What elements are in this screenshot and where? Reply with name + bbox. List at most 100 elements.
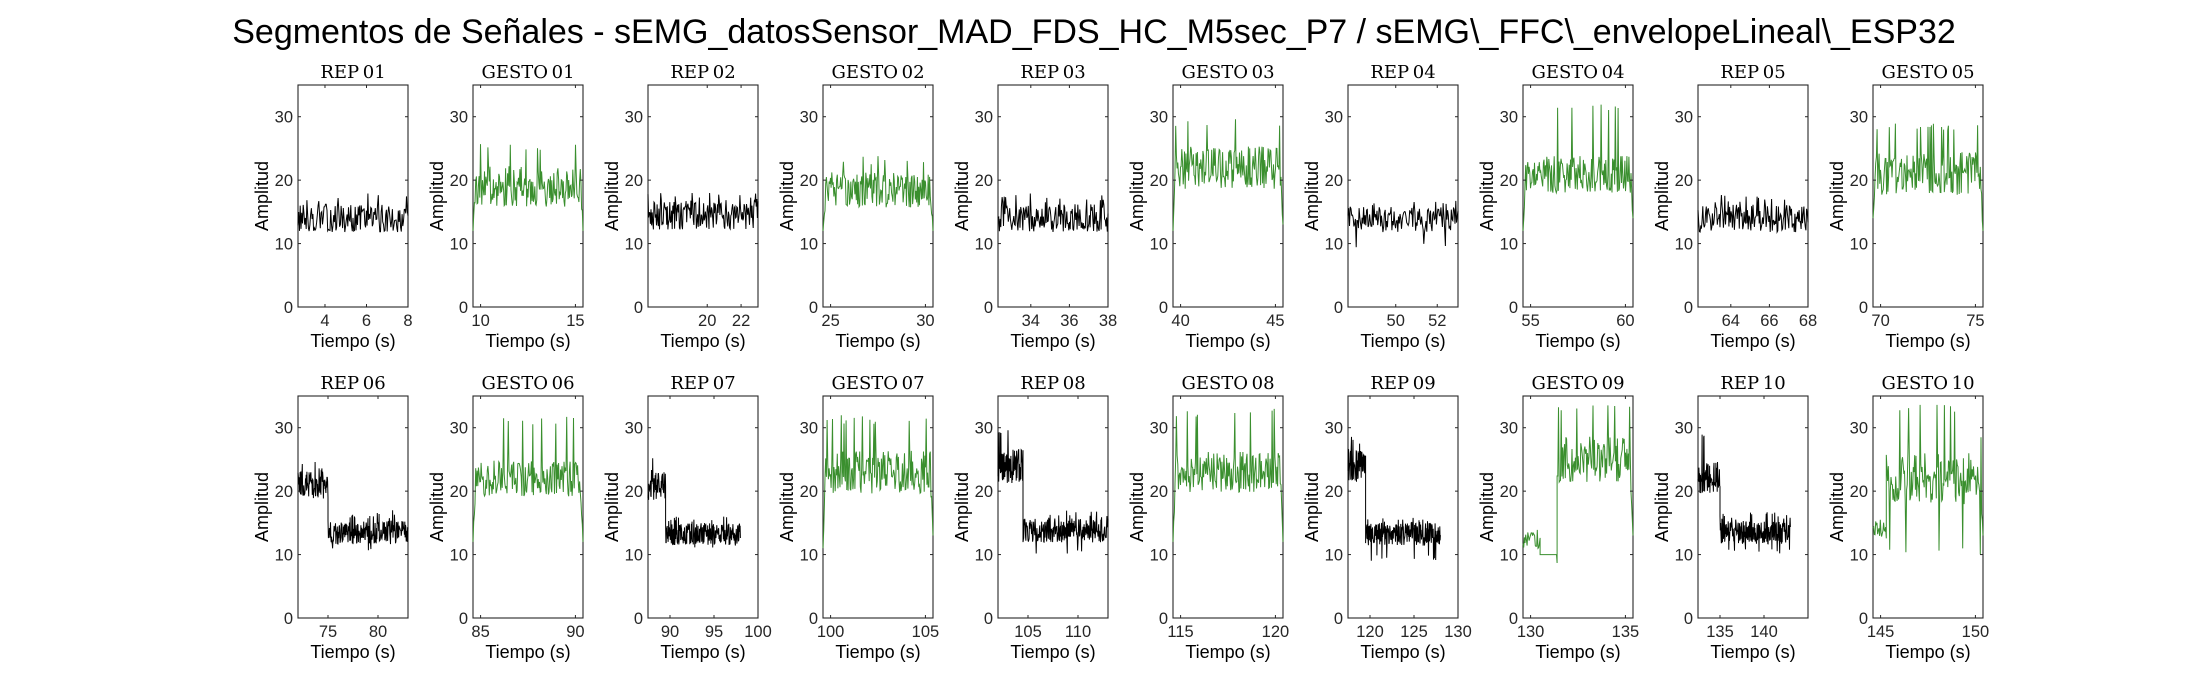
plot-area: [647, 84, 759, 308]
x-tick-label: 68: [1799, 312, 1817, 330]
y-axis-label: Amplitud: [952, 161, 972, 231]
y-tick-label: 20: [800, 483, 818, 501]
signal-line: [1347, 200, 1459, 248]
x-axis-label: Tiempo (s): [1185, 331, 1270, 351]
y-tick-label: 0: [1684, 610, 1693, 628]
y-tick-label: 0: [284, 610, 293, 628]
subplot-title: REP 09: [1370, 373, 1435, 394]
plot-area: [822, 395, 934, 619]
y-tick-label: 20: [975, 483, 993, 501]
subplot-gesto-04: 0 10 20 30 55 60 GESTO 04 Tiempo (s) Amplitud: [1477, 62, 1635, 351]
y-tick-label: 30: [1325, 420, 1343, 438]
signal-line: [647, 192, 759, 231]
y-tick-label: 30: [450, 420, 468, 438]
subplot-title: REP 04: [1370, 62, 1435, 83]
y-tick-label: 20: [1325, 172, 1343, 190]
signal-line: [1697, 194, 1809, 234]
plot-area: [297, 395, 409, 619]
y-tick-label: 10: [450, 547, 468, 565]
subplot-rep-10: 0 10 20 30 135 140 REP 10 Tiempo (s) Amplitud: [1652, 373, 1809, 662]
y-tick-label: 20: [1850, 483, 1868, 501]
x-tick-label: 40: [1171, 312, 1189, 330]
subplot-gesto-02: 0 10 20 30 25 30 GESTO 02 Tiempo (s) Amplitud: [777, 62, 935, 351]
x-tick-label: 6: [362, 312, 371, 330]
x-tick-label: 4: [320, 312, 329, 330]
y-tick-label: 10: [1850, 547, 1868, 565]
y-tick-label: 0: [809, 610, 818, 628]
y-tick-label: 10: [450, 236, 468, 254]
y-tick-label: 20: [275, 483, 293, 501]
x-tick-label: 80: [369, 623, 387, 641]
y-axis-label: Amplitud: [252, 472, 272, 542]
subplot-rep-09: 0 10 20 30 120 125 130 REP 09 Tiempo (s) Amplitud: [1302, 373, 1472, 662]
y-tick-label: 10: [975, 236, 993, 254]
signal-line: [997, 430, 1109, 554]
y-tick-label: 20: [450, 172, 468, 190]
y-tick-label: 0: [1509, 299, 1518, 317]
plot-area: [1522, 395, 1634, 619]
x-tick-label: 34: [1022, 312, 1040, 330]
signal-line: [472, 416, 584, 542]
y-tick-label: 30: [800, 420, 818, 438]
y-axis-label: Amplitud: [602, 161, 622, 231]
y-axis-label: Amplitud: [1127, 472, 1147, 542]
subplot-rep-06: 0 10 20 30 75 80 REP 06 Tiempo (s) Amplitud: [252, 373, 409, 662]
y-tick-label: 0: [1334, 610, 1343, 628]
y-axis-label: Amplitud: [602, 472, 622, 542]
y-tick-label: 30: [1150, 420, 1168, 438]
x-tick-label: 50: [1387, 312, 1405, 330]
y-tick-label: 10: [975, 547, 993, 565]
plot-area: [1347, 395, 1459, 619]
subplot-title: REP 03: [1020, 62, 1085, 83]
y-tick-label: 20: [975, 172, 993, 190]
subplot-title: REP 06: [320, 373, 385, 394]
plot-area: [297, 84, 409, 308]
signal-line: [297, 461, 409, 551]
y-tick-label: 30: [975, 420, 993, 438]
subplot-rep-03: 0 10 20 30 34 36 38 REP 03 Tiempo (s) Amplitud: [952, 62, 1117, 351]
y-tick-label: 20: [1150, 483, 1168, 501]
signal-line: [1522, 405, 1634, 564]
y-tick-label: 0: [1159, 610, 1168, 628]
y-tick-label: 30: [1500, 420, 1518, 438]
x-tick-label: 66: [1760, 312, 1778, 330]
y-tick-label: 30: [1500, 109, 1518, 127]
subplot-title: GESTO 02: [831, 62, 924, 83]
y-axis-label: Amplitud: [1477, 472, 1497, 542]
y-tick-label: 20: [1675, 172, 1693, 190]
plot-area: [472, 395, 584, 619]
y-tick-label: 0: [1509, 610, 1518, 628]
x-axis-label: Tiempo (s): [1885, 642, 1970, 662]
subplot-title: REP 08: [1020, 373, 1085, 394]
signal-line: [822, 415, 934, 549]
y-tick-label: 30: [1675, 420, 1693, 438]
subplot-title: GESTO 08: [1181, 373, 1274, 394]
x-axis-label: Tiempo (s): [310, 642, 395, 662]
subplot-title: GESTO 09: [1531, 373, 1624, 394]
signal-line: [472, 144, 584, 231]
subplot-gesto-08: 0 10 20 30 115 120 GESTO 08 Tiempo (s) Amplitud: [1127, 373, 1289, 662]
x-axis-label: Tiempo (s): [835, 331, 920, 351]
x-axis-label: Tiempo (s): [1360, 331, 1445, 351]
x-tick-label: 85: [471, 623, 489, 641]
y-axis-label: Amplitud: [1827, 472, 1847, 542]
y-tick-label: 30: [1325, 109, 1343, 127]
x-tick-label: 30: [916, 312, 934, 330]
y-axis-label: Amplitud: [1302, 161, 1322, 231]
signal-line: [997, 193, 1109, 233]
signal-line: [1172, 119, 1284, 231]
y-axis-label: Amplitud: [1652, 161, 1672, 231]
x-axis-label: Tiempo (s): [310, 331, 395, 351]
x-tick-label: 130: [1444, 623, 1472, 641]
subplot-title: REP 05: [1720, 62, 1785, 83]
y-tick-label: 20: [1325, 483, 1343, 501]
y-tick-label: 10: [1675, 547, 1693, 565]
subplot-rep-01: 0 10 20 30 4 6 8 REP 01 Tiempo (s) Amplitud: [252, 62, 413, 351]
x-tick-label: 64: [1722, 312, 1740, 330]
y-axis-label: Amplitud: [1302, 472, 1322, 542]
x-tick-label: 55: [1521, 312, 1539, 330]
x-tick-label: 120: [1356, 623, 1384, 641]
plot-area: [997, 395, 1109, 619]
